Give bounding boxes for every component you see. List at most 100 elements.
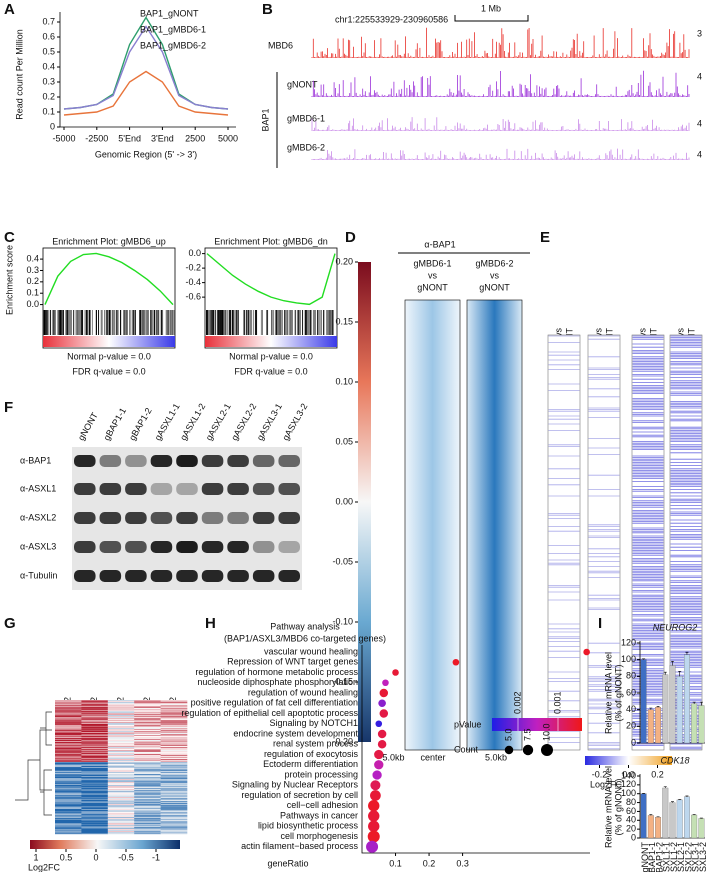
heatmap-cell [81,739,109,741]
heatmap-cell [81,754,109,756]
blot-band [150,455,173,467]
heatmap-cell [55,704,82,706]
heatmap-cell [134,754,161,756]
heatmap-cell [55,750,82,752]
blot-band [150,570,173,582]
category-label: regulation of epithelial cell apoptotic … [181,708,358,718]
heatmap-cell [107,738,135,740]
heatmap-cell [55,748,82,750]
heatmap-cell [55,718,82,720]
heatmap-cell [107,731,135,733]
colorbar-tick-label: 0.10 [335,376,353,386]
heatmap-cell [55,702,82,704]
heatmap-cell [81,749,109,751]
heatmap-cell [134,827,161,829]
heatmap-cell [107,796,135,798]
heatmap-cell [160,807,188,809]
heatmap-cell [160,750,188,752]
y-tick-label: 0.1 [42,106,55,116]
heatmap-cell [81,724,109,726]
heatmap-cell [81,806,109,808]
dot [375,720,383,728]
x-tick-label: 3'End [151,133,174,143]
heatmap-cell [55,778,82,780]
heatmap-cell [134,729,161,731]
heatmap-cell [107,712,135,714]
plot-title: NEUROG2 [653,622,698,632]
heatmap-cell [134,714,161,716]
heatmap-cell [160,722,188,724]
heatmap-cell [107,730,135,732]
track-max: 4 [697,149,702,159]
heatmap-frame [587,334,621,751]
heatmap-cell [55,815,82,817]
colorbar-tick-label: -0.10 [332,616,353,626]
heatmap-cell [160,833,188,835]
track-signal [311,70,690,97]
heatmap-cell [55,823,82,825]
heatmap-cell [107,734,135,736]
heatmap-cell [55,755,82,757]
heatmap-cell [134,777,161,779]
heatmap-cell [160,811,188,813]
blot-band [227,483,249,495]
heatmap-cell [107,740,135,742]
heatmap-cell [107,748,135,750]
heatmap-cell [160,781,188,783]
column-label: gNONT [417,282,448,292]
heatmap-cell [107,761,135,763]
heatmap-cell [160,809,188,811]
heatmap-cell [134,796,161,798]
blot-band [201,483,224,495]
heatmap-cell [160,793,188,795]
heatmap-cell [81,780,109,782]
heatmap-cell [160,756,188,758]
heatmap-cell [160,774,188,776]
heatmap-cell [134,826,161,828]
heatmap-cell [160,832,188,834]
heatmap-cell [81,732,109,734]
heatmap-cell [81,829,109,831]
heatmap-cell [107,706,135,708]
dot [392,669,399,676]
heatmap-cell [134,700,161,702]
heatmap-cell [134,811,161,813]
heatmap-cell [55,764,82,766]
heatmap-cell [81,727,109,729]
heatmap-cell [55,756,82,758]
plot-subtitle: (BAP1/ASXL3/MBD6 co-targeted genes) [224,633,386,643]
scale-bar [454,15,529,22]
stat: Normal p-value = 0.0 [67,351,151,361]
heatmap-cell [81,767,109,769]
heatmap-cell [107,744,135,746]
colorbar-tick-label: -1 [152,852,160,862]
heatmap-cell [81,708,109,710]
heatmap-cell [134,778,161,780]
heatmap-cell [107,774,135,776]
heatmap-cell [55,721,82,723]
heatmap-cell [107,768,135,770]
heatmap-cell [55,816,82,818]
heatmap-cell [81,795,109,797]
dot [366,840,379,853]
heatmap-cell [81,701,109,703]
heatmap-cell [55,829,82,831]
heatmap-cell [55,777,82,779]
heatmap-cell [107,745,135,747]
lane-label: gASXL1-2 [178,402,207,443]
heatmap-cell [81,807,109,809]
heatmap-cell [55,751,82,753]
blot-band [201,570,224,582]
dot [452,658,460,666]
heatmap-cell [55,787,82,789]
error-bar [671,661,674,666]
heatmap-cell [81,709,109,711]
heatmap-cell [160,749,188,751]
heatmap-cell [160,724,188,726]
heatmap-cell [81,729,109,731]
heatmap-cell [160,748,188,750]
heatmap-cell [107,758,135,760]
heatmap-cell [107,705,135,707]
heatmap-cell [81,712,109,714]
